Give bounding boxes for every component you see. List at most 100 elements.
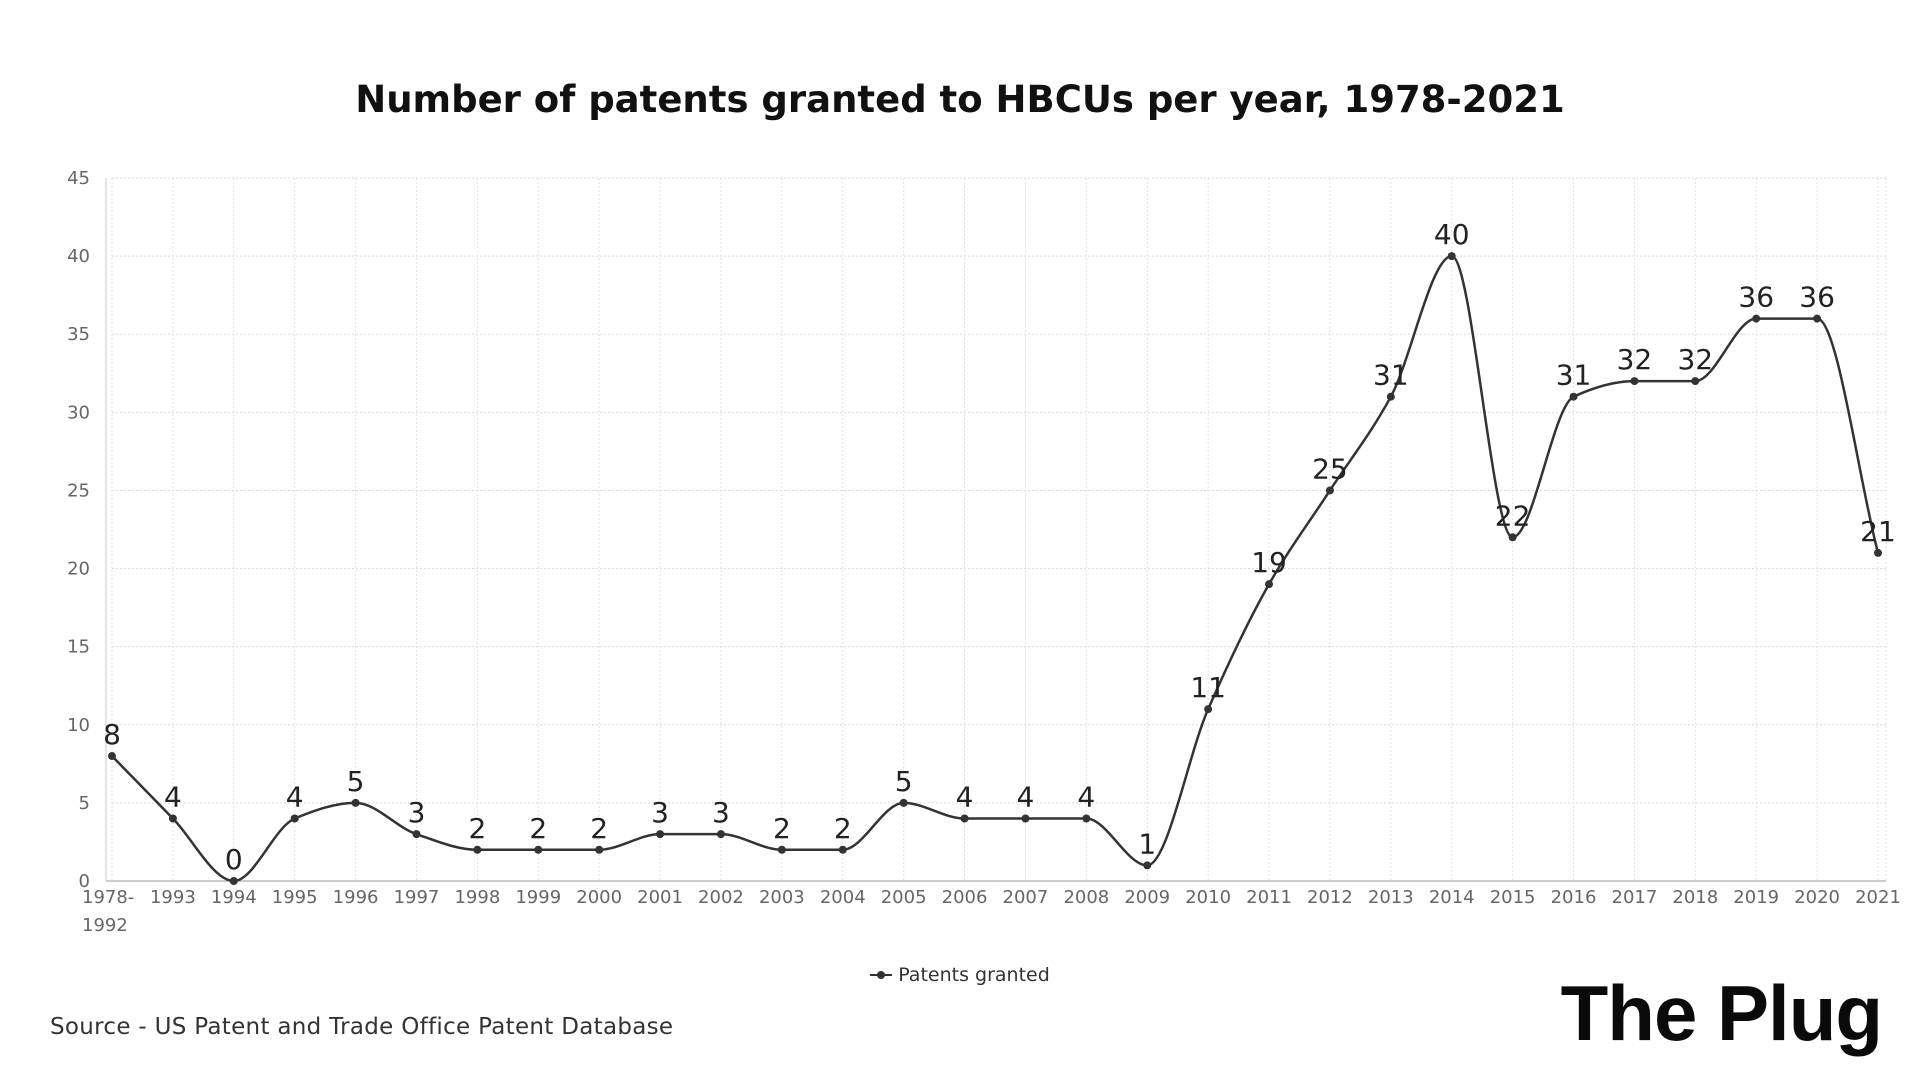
data-point[interactable] — [168, 814, 177, 823]
data-point[interactable] — [1325, 486, 1334, 495]
data-point[interactable] — [1082, 814, 1091, 823]
x-tick-label: 2021 — [1855, 887, 1901, 908]
data-point[interactable] — [534, 845, 543, 854]
data-label: 31 — [1373, 359, 1409, 392]
brand-logo: The Plug — [1560, 969, 1883, 1057]
x-tick-label: 1994 — [211, 887, 257, 908]
data-point[interactable] — [108, 752, 116, 761]
data-label: 2 — [834, 812, 852, 845]
x-tick-label: 1995 — [272, 887, 318, 908]
data-point[interactable] — [1447, 252, 1456, 261]
data-label: 2 — [529, 812, 547, 845]
x-tick-label: 2008 — [1063, 887, 1109, 908]
data-label: 4 — [1017, 781, 1035, 814]
data-point[interactable] — [1569, 392, 1578, 401]
data-label: 3 — [651, 796, 669, 829]
data-point[interactable] — [1143, 861, 1152, 870]
y-tick-label: 20 — [67, 559, 90, 580]
x-tick-label: 2010 — [1185, 887, 1231, 908]
x-tick-label: 2019 — [1733, 887, 1779, 908]
data-label: 32 — [1617, 343, 1653, 376]
data-point[interactable] — [473, 845, 482, 854]
legend-label: Patents granted — [898, 964, 1050, 986]
data-point[interactable] — [656, 830, 665, 839]
data-label: 3 — [408, 796, 426, 829]
y-tick-label: 15 — [67, 637, 90, 658]
series-layer — [108, 252, 1882, 885]
data-label: 40 — [1434, 218, 1470, 251]
x-tick-label: 2016 — [1551, 887, 1597, 908]
y-tick-label: 35 — [67, 324, 90, 345]
x-tick-label: 1998 — [454, 887, 500, 908]
x-tick-label: 2001 — [637, 887, 683, 908]
data-label: 2 — [590, 812, 608, 845]
data-point[interactable] — [412, 830, 421, 839]
data-point[interactable] — [899, 798, 908, 807]
data-label: 21 — [1860, 515, 1896, 548]
data-label: 25 — [1312, 452, 1348, 485]
data-label: 5 — [895, 765, 913, 798]
x-tick-label: 1996 — [333, 887, 379, 908]
data-label: 3 — [712, 796, 730, 829]
data-point[interactable] — [595, 845, 604, 854]
x-tick-label: 2004 — [820, 887, 866, 908]
chart-title: Number of patents granted to HBCUs per y… — [355, 78, 1565, 121]
data-label: 31 — [1556, 359, 1592, 392]
data-point[interactable] — [838, 845, 847, 854]
x-tick-label: 2020 — [1794, 887, 1840, 908]
y-tick-label: 30 — [67, 402, 90, 423]
data-label: 4 — [1077, 781, 1095, 814]
data-point[interactable] — [290, 814, 299, 823]
data-label: 4 — [286, 781, 304, 814]
y-tick-label: 5 — [79, 793, 90, 814]
x-tick-label: 1997 — [394, 887, 440, 908]
x-tick-label: 2003 — [759, 887, 805, 908]
data-label: 22 — [1495, 499, 1531, 532]
data-label: 2 — [773, 812, 791, 845]
x-tick-label: 2007 — [1003, 887, 1049, 908]
data-label: 4 — [164, 781, 182, 814]
x-tick-label: 1999 — [515, 887, 561, 908]
x-tick-label: 1993 — [150, 887, 196, 908]
x-tick-label: 2017 — [1612, 887, 1658, 908]
grid-layer — [111, 177, 1887, 881]
data-point[interactable] — [1204, 705, 1213, 714]
data-point[interactable] — [1752, 314, 1761, 323]
data-point[interactable] — [960, 814, 969, 823]
source-note: Source - US Patent and Trade Office Pate… — [50, 1014, 674, 1040]
x-tick-label: 2012 — [1307, 887, 1353, 908]
data-point[interactable] — [716, 830, 725, 839]
data-label: 1 — [1138, 827, 1156, 860]
y-tick-label: 25 — [67, 480, 90, 501]
x-tick-label: 2014 — [1429, 887, 1475, 908]
data-label: 36 — [1738, 281, 1774, 314]
x-tick-label: 2005 — [881, 887, 927, 908]
data-point[interactable] — [777, 845, 786, 854]
y-tick-label: 40 — [67, 246, 90, 267]
x-tick-label: 2018 — [1672, 887, 1718, 908]
data-label: 4 — [956, 781, 974, 814]
legend-marker-icon — [870, 969, 893, 981]
y-tick-label: 45 — [67, 168, 90, 189]
data-point[interactable] — [351, 798, 360, 807]
data-point[interactable] — [1021, 814, 1030, 823]
data-label: 5 — [347, 765, 365, 798]
data-point[interactable] — [1386, 392, 1395, 401]
legend[interactable]: Patents granted — [0, 964, 1920, 986]
data-point[interactable] — [1813, 314, 1822, 323]
x-tick-label: 2011 — [1246, 887, 1292, 908]
data-point[interactable] — [1874, 548, 1882, 557]
data-label: 8 — [103, 718, 121, 751]
data-label: 0 — [225, 843, 243, 876]
data-point[interactable] — [1265, 580, 1274, 589]
y-tick-label: 0 — [79, 871, 90, 892]
x-tick-label: 2013 — [1368, 887, 1414, 908]
data-point[interactable] — [1508, 533, 1517, 542]
data-point[interactable] — [229, 877, 238, 885]
data-point[interactable] — [1630, 377, 1639, 386]
data-point[interactable] — [1691, 377, 1700, 386]
